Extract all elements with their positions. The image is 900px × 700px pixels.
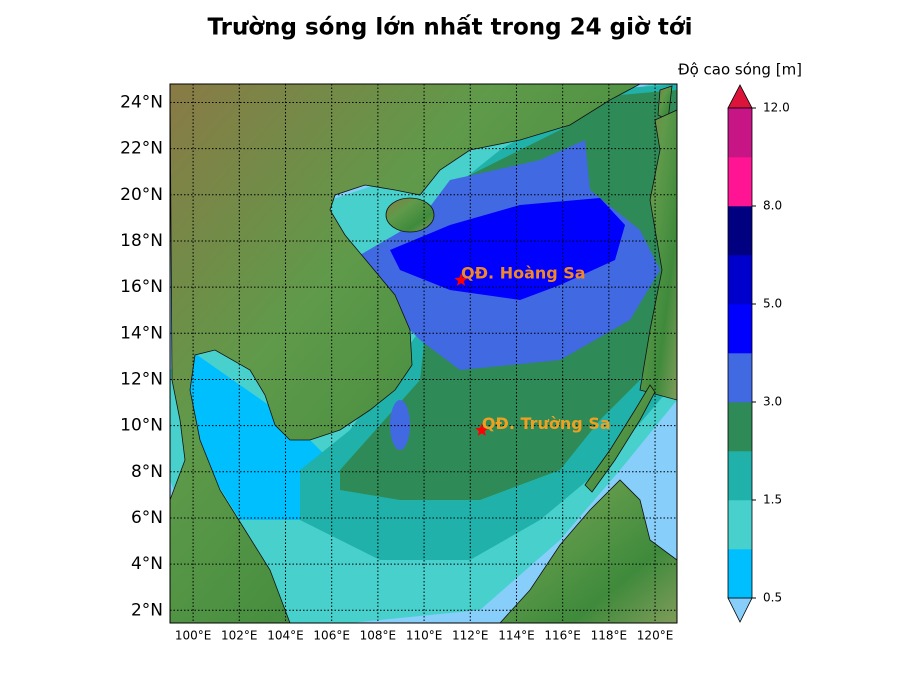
colorbar-band bbox=[728, 108, 752, 158]
y-tick-label: 18°N bbox=[120, 231, 163, 251]
colorbar-tick-label: 1.5 bbox=[763, 493, 782, 507]
x-tick-label: 110°E bbox=[406, 629, 443, 643]
y-tick-label: 20°N bbox=[120, 185, 163, 205]
y-tick-label: 6°N bbox=[131, 508, 163, 528]
colorbar-band bbox=[728, 451, 752, 501]
colorbar-band bbox=[728, 500, 752, 550]
annotation-label: QĐ. Trường Sa bbox=[482, 414, 611, 433]
ticks: 100°E 102°E 104°E 106°E 108°E 110°E 112°E 114°E… bbox=[120, 92, 673, 642]
marker-star bbox=[475, 423, 489, 436]
colorbar-band bbox=[728, 206, 752, 256]
grid bbox=[170, 84, 677, 623]
colorbar-frame bbox=[727, 107, 753, 599]
map-frame bbox=[169, 83, 678, 624]
colorbar-label: Độ cao sóng [m] bbox=[678, 61, 802, 79]
colorbar-tick-label: 8.0 bbox=[763, 199, 782, 213]
y-tick-label: 16°N bbox=[120, 277, 163, 297]
x-tick-label: 108°E bbox=[360, 629, 397, 643]
colorbar: 0.5 1.5 3.0 5.0 8.0 12.0 bbox=[727, 84, 790, 623]
colorbar-band bbox=[728, 549, 752, 599]
y-tick-label: 14°N bbox=[120, 323, 163, 343]
marker-star bbox=[454, 273, 468, 286]
x-tick-label: 102°E bbox=[221, 629, 258, 643]
philippines bbox=[639, 109, 677, 401]
wave-zone bbox=[390, 198, 625, 300]
colorbar-band bbox=[728, 157, 752, 207]
colorbar-tick-label: 0.5 bbox=[763, 591, 782, 605]
x-tick-label: 104°E bbox=[267, 629, 304, 643]
colorbar-band bbox=[728, 353, 752, 403]
mainland bbox=[170, 84, 641, 623]
y-tick-label: 8°N bbox=[131, 462, 163, 482]
colorbar-band bbox=[728, 304, 752, 354]
borneo bbox=[499, 479, 677, 623]
colorbar-band bbox=[728, 255, 752, 305]
x-tick-label: 112°E bbox=[452, 629, 489, 643]
colorbar-over bbox=[727, 84, 753, 109]
title: Trường sóng lớn nhất trong 24 giờ tới bbox=[207, 14, 692, 41]
land bbox=[170, 84, 677, 623]
colorbar-tick-label: 3.0 bbox=[763, 395, 782, 409]
y-tick-label: 4°N bbox=[131, 554, 163, 574]
annotations: QĐ. Hoàng Sa QĐ. Trường Sa bbox=[454, 264, 611, 436]
colorbar-under bbox=[727, 597, 753, 623]
x-tick-label: 106°E bbox=[313, 629, 350, 643]
hainan bbox=[385, 197, 435, 233]
y-tick-label: 12°N bbox=[120, 369, 163, 389]
x-tick-label: 114°E bbox=[498, 629, 535, 643]
y-tick-label: 22°N bbox=[120, 139, 163, 159]
x-tick-label: 116°E bbox=[544, 629, 581, 643]
colorbar-band bbox=[728, 402, 752, 452]
annotation-label: QĐ. Hoàng Sa bbox=[461, 264, 586, 283]
wave-zone bbox=[390, 400, 410, 450]
y-tick-label: 2°N bbox=[131, 600, 163, 620]
colorbar-tick-label: 12.0 bbox=[763, 101, 790, 115]
colorbar-tick-label: 5.0 bbox=[763, 297, 782, 311]
map-layers bbox=[170, 84, 677, 623]
wave-zone bbox=[190, 350, 330, 520]
x-tick-label: 100°E bbox=[175, 629, 212, 643]
x-tick-label: 118°E bbox=[591, 629, 628, 643]
y-tick-label: 24°N bbox=[120, 92, 163, 112]
x-tick-label: 120°E bbox=[637, 629, 674, 643]
y-tick-label: 10°N bbox=[120, 416, 163, 436]
